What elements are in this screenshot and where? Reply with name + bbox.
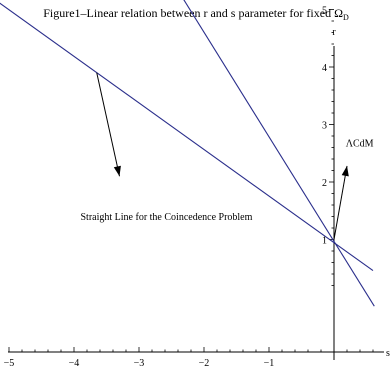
x-tick-label: −5 [4, 358, 15, 369]
y-tick-label: 1 [322, 236, 327, 247]
annotation-label-1: Straight Line for the Coincedence Proble… [81, 212, 253, 223]
y-tick-label: 3 [322, 121, 327, 132]
series-line-1 [0, 2, 374, 272]
x-tick-label: −3 [134, 358, 145, 369]
axis-ticks: −5 −4 −3 −2 −1 1 2 3 4 5 [4, 6, 374, 369]
chart-title: Figure1–Linear relation between r and s … [43, 6, 349, 22]
x-axis-label: s [386, 348, 390, 359]
annotation-label-2: ΛCdM [346, 138, 374, 149]
chart-title-subscript: D [343, 13, 349, 22]
annotation-layer: Straight Line for the Coincedence Proble… [81, 72, 374, 240]
y-tick-label: 4 [322, 63, 327, 74]
annotation-arrowhead-1 [113, 165, 121, 177]
chart-title-main: Figure1–Linear relation between r and s … [43, 6, 343, 20]
annotation-arrow-1 [96, 72, 120, 177]
series-line-2 [183, 0, 375, 307]
x-tick-label: −1 [264, 358, 275, 369]
x-tick-label: −2 [199, 358, 210, 369]
series-layer [0, 0, 375, 307]
x-tick-label: −4 [69, 358, 80, 369]
y-axis-label: r [332, 27, 336, 38]
annotation-arrow-2 [333, 165, 348, 240]
annotation-arrowhead-2 [341, 165, 349, 177]
y-tick-label: 5 [322, 6, 327, 17]
y-tick-label: 2 [322, 178, 327, 189]
